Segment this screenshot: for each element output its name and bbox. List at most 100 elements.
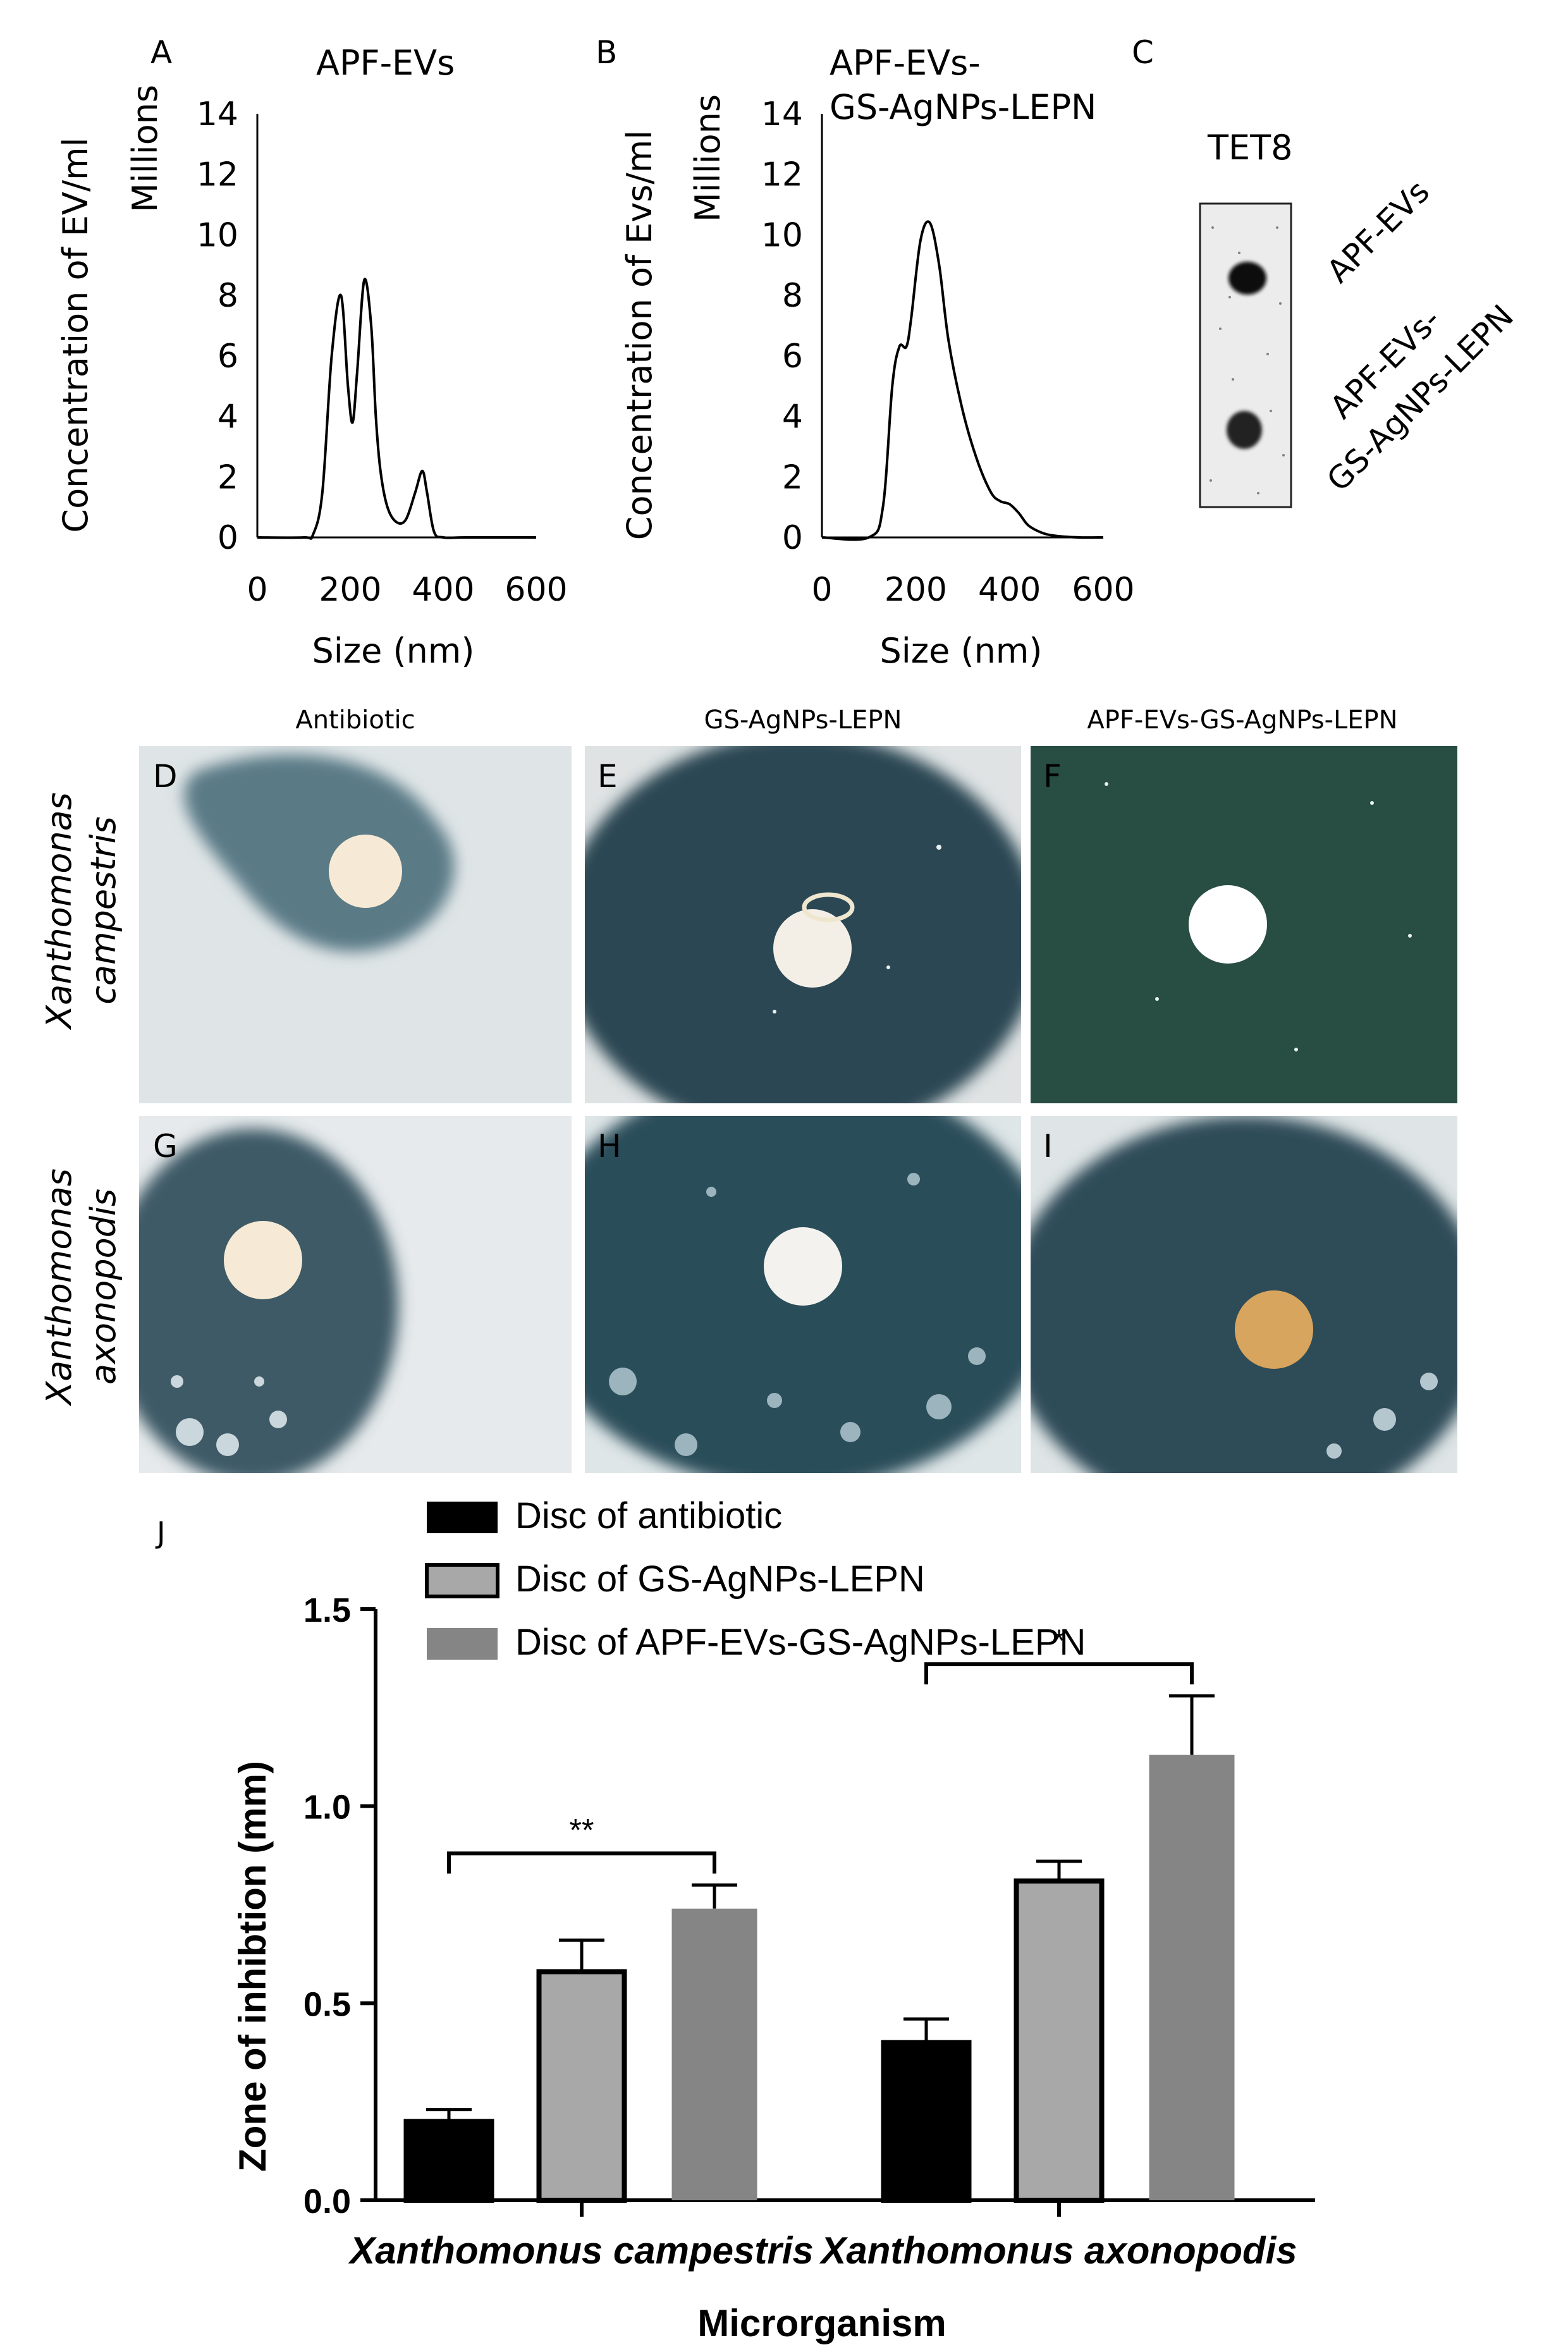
photo-row-label-campestris-line2: campestris — [83, 816, 123, 1005]
panel-j-bar — [1014, 1878, 1105, 2203]
panel-j-letter: J — [155, 1516, 166, 1550]
panel-a-x-ticks: 0 200 400 600 — [247, 571, 567, 609]
photo-row-label-axonopodis-line2: axonopodis — [83, 1189, 123, 1385]
panel-a-y-ticks: 0 2 4 6 8 10 12 14 — [197, 95, 238, 557]
panel-a-title: APF-EVs — [316, 43, 455, 83]
panel-j-category-label: Xanthomonus campestris — [348, 2229, 814, 2272]
inhibition-zone-photo-grid: Antibiotic GS-AgNPs-LEPN APF-EVs-GS-AgNP… — [39, 706, 1457, 1473]
panel-a-y-tick-label: 8 — [217, 277, 238, 315]
panel-a-size-distribution-line — [257, 278, 536, 540]
panel-a-x-tick-label: 600 — [505, 571, 567, 609]
panel-c-band-apf-evs — [1228, 262, 1266, 295]
panel-b-y-tick-label: 10 — [761, 216, 803, 254]
photo-column-label-antibiotic: Antibiotic — [295, 706, 415, 735]
photo-letter-i: I — [1043, 1128, 1053, 1165]
panel-a-x-tick-label: 200 — [319, 571, 381, 609]
photo-g: G — [139, 1116, 572, 1473]
panel-b-title-line2: GS-AgNPs-LEPN — [830, 87, 1096, 127]
panel-j-legend-swatch — [425, 1563, 499, 1598]
panel-c-blot-speckles — [1210, 226, 1285, 494]
panel-b-x-ticks: 0 200 400 600 — [811, 571, 1134, 609]
panel-j-legend-label: Disc of GS-AgNPs-LEPN — [515, 1559, 925, 1600]
panel-j-y-ticks: 0.0 0.5 1.0 1.5 — [303, 1591, 376, 2220]
panel-a-x-tick-label: 400 — [412, 571, 474, 609]
panel-a: A APF-EVs Concentration of EV/ml Million… — [56, 34, 568, 671]
panel-j-y-tick-label: 0.0 — [303, 2183, 351, 2220]
panel-j-legend: Disc of antibiotic Disc of GS-AgNPs-LEPN D… — [425, 1495, 1086, 1663]
photo-e: E — [585, 746, 1021, 1103]
panel-b-title-line1: APF-EVs- — [830, 43, 981, 83]
panel-b-y-tick-label: 0 — [782, 519, 803, 557]
panel-a-y-unit-label: Millions — [125, 85, 165, 212]
panel-a-x-tick-label: 0 — [247, 571, 267, 609]
panel-b: B APF-EVs- GS-AgNPs-LEPN Concentration o… — [596, 34, 1135, 671]
panel-c: C TET8 APF-EVs APF-EVs- GS-AgNPs-LEPN — [1132, 34, 1521, 508]
panel-j-bars — [403, 1694, 1235, 2203]
panel-b-size-distribution-line — [821, 220, 1104, 541]
panel-b-y-axis-label: Concentration of Evs/ml — [620, 130, 659, 540]
panel-j-y-axis-label: Zone of inhibtion (mm) — [231, 1761, 274, 2172]
panel-b-x-tick-label: 600 — [1072, 571, 1134, 609]
panel-j-y-tick-label: 1.5 — [303, 1591, 351, 1629]
photo-column-label-apf-evs-gs-agnps-lepn: APF-EVs-GS-AgNPs-LEPN — [1087, 706, 1397, 735]
panel-j-bar — [671, 1908, 757, 2200]
panel-j-legend-label: Disc of antibiotic — [515, 1495, 782, 1536]
photo-h: H — [585, 1116, 1021, 1473]
panel-j-significance-bracket — [447, 1851, 716, 1874]
panel-j-x-ticks: Xanthomonus campestris Xanthomonus axonop… — [348, 2200, 1297, 2272]
panel-a-y-tick-label: 6 — [217, 338, 238, 376]
photo-f: F — [1031, 746, 1457, 1103]
panel-j-significance-label: * — [1053, 1623, 1065, 1658]
panel-j-bar — [536, 1969, 627, 2203]
panel-c-letter: C — [1132, 34, 1154, 71]
panel-c-lane1-label: APF-EVs — [1320, 173, 1436, 290]
panel-c-blot-membrane — [1199, 202, 1292, 508]
panel-b-x-tick-label: 0 — [811, 571, 832, 609]
panel-j-significance-bracket — [924, 1662, 1194, 1685]
panel-a-y-tick-label: 4 — [217, 398, 238, 436]
panel-b-y-tick-label: 8 — [782, 277, 803, 315]
panel-b-y-tick-label: 4 — [782, 398, 803, 436]
panel-a-y-axis-label: Concentration of EV/ml — [56, 137, 95, 532]
panel-j: J Disc of antibiotic Disc of GS-AgNPs-LEP… — [155, 1495, 1315, 2344]
panel-j-significance: *** — [447, 1623, 1194, 1874]
panel-b-y-tick-label: 6 — [782, 338, 803, 376]
photo-column-label-gs-agnps-lepn: GS-AgNPs-LEPN — [704, 706, 902, 735]
photo-d: D — [139, 746, 572, 1103]
panel-j-significance-label: ** — [570, 1812, 594, 1847]
photo-letter-g: G — [153, 1128, 178, 1165]
panel-b-x-tick-label: 400 — [978, 571, 1041, 609]
photo-letter-f: F — [1043, 758, 1062, 795]
panel-j-y-tick-label: 0.5 — [303, 1985, 351, 2023]
panel-a-y-tick-label: 12 — [197, 156, 238, 194]
panel-b-y-tick-label: 14 — [761, 95, 803, 133]
photo-row-label-axonopodis-line1: Xanthomonas — [39, 1168, 79, 1407]
photo-letter-d: D — [153, 758, 178, 795]
panel-c-blot-label: TET8 — [1207, 128, 1292, 168]
panel-j-legend-swatch — [427, 1628, 498, 1660]
panel-j-bar — [881, 2040, 972, 2203]
panel-a-y-tick-label: 2 — [217, 458, 238, 496]
panel-j-bar — [1149, 1755, 1235, 2200]
panel-j-x-axis-label: Microrganism — [697, 2302, 946, 2344]
photo-letter-h: H — [597, 1128, 622, 1165]
panel-b-y-tick-label: 2 — [782, 458, 803, 496]
panel-a-x-axis-label: Size (nm) — [312, 631, 475, 671]
photo-i: I — [1031, 1116, 1457, 1473]
panel-j-y-tick-label: 1.0 — [303, 1789, 351, 1827]
panel-b-letter: B — [596, 34, 617, 71]
photo-letter-e: E — [597, 758, 618, 795]
panel-a-y-tick-label: 14 — [197, 95, 238, 133]
panel-b-x-axis-label: Size (nm) — [880, 631, 1043, 671]
panel-a-letter: A — [150, 34, 172, 71]
panel-a-y-tick-label: 10 — [197, 216, 238, 254]
panel-j-bar — [403, 2119, 494, 2203]
panel-b-x-tick-label: 200 — [885, 571, 947, 609]
panel-j-category-label: Xanthomonus axonopodis — [819, 2229, 1297, 2272]
panel-j-legend-swatch — [427, 1502, 498, 1533]
panel-b-y-tick-label: 12 — [761, 156, 803, 194]
panel-a-y-tick-label: 0 — [217, 519, 238, 557]
photo-row-label-campestris-line1: Xanthomonas — [39, 792, 79, 1031]
panel-j-legend-label: Disc of APF-EVs-GS-AgNPs-LEPN — [515, 1622, 1086, 1663]
